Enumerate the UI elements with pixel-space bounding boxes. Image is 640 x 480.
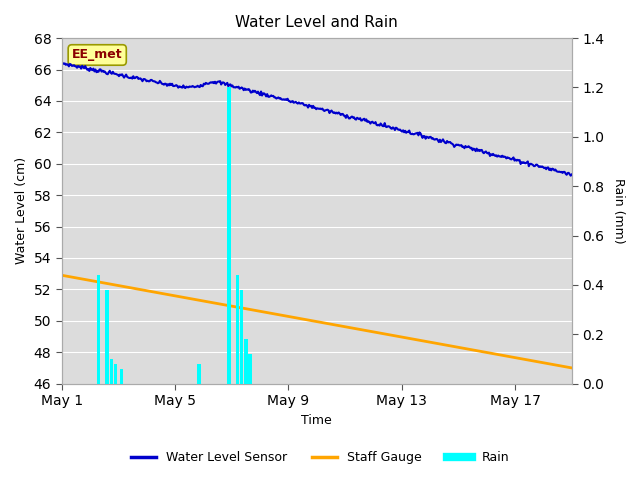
X-axis label: Time: Time bbox=[301, 414, 332, 427]
Y-axis label: Rain (mm): Rain (mm) bbox=[612, 178, 625, 244]
Bar bbox=[240, 290, 243, 384]
Bar bbox=[248, 354, 252, 384]
Bar bbox=[236, 275, 239, 384]
Title: Water Level and Rain: Water Level and Rain bbox=[236, 15, 398, 30]
Bar bbox=[106, 290, 109, 384]
Bar bbox=[97, 275, 100, 384]
Bar bbox=[227, 87, 230, 384]
Legend: Water Level Sensor, Staff Gauge, Rain: Water Level Sensor, Staff Gauge, Rain bbox=[125, 446, 515, 469]
Bar bbox=[109, 359, 113, 384]
Bar bbox=[244, 339, 248, 384]
Bar bbox=[198, 364, 201, 384]
Bar bbox=[120, 369, 123, 384]
Text: EE_met: EE_met bbox=[72, 48, 122, 61]
Y-axis label: Water Level (cm): Water Level (cm) bbox=[15, 157, 28, 264]
Bar bbox=[114, 364, 117, 384]
